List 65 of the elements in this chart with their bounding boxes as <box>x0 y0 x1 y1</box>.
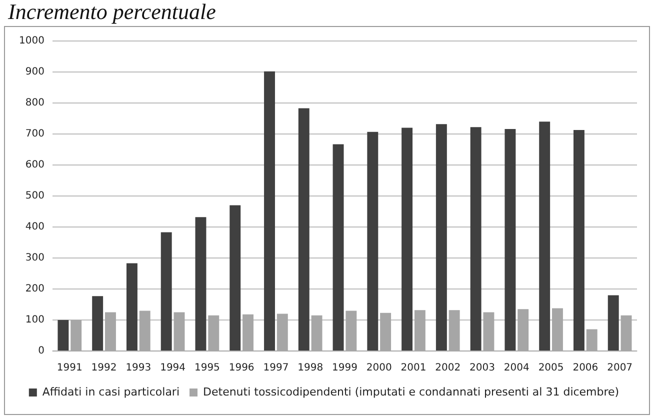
bar <box>208 315 220 350</box>
bar <box>504 129 516 350</box>
bar <box>160 232 172 350</box>
y-tick-label: 1000 <box>18 36 44 47</box>
bar <box>518 309 529 350</box>
bar <box>414 310 426 350</box>
bar <box>552 308 563 350</box>
bar <box>448 310 460 350</box>
bar <box>483 312 494 350</box>
x-tick-label: 2002 <box>435 362 461 374</box>
bar <box>586 329 598 350</box>
bar <box>311 315 322 350</box>
x-tick-label: 1993 <box>126 362 152 374</box>
y-tick-label: 0 <box>38 346 44 357</box>
bar <box>332 144 344 350</box>
y-tick-label: 900 <box>25 66 44 78</box>
x-tick-label: 1995 <box>194 362 220 374</box>
bar <box>380 312 392 350</box>
x-tick-label: 2001 <box>400 362 426 374</box>
bar <box>470 127 482 350</box>
bar <box>230 205 241 350</box>
bar <box>92 296 104 350</box>
bar <box>436 124 447 350</box>
bar <box>174 312 185 350</box>
x-tick-label: 1994 <box>160 362 186 374</box>
x-tick-label: 2000 <box>366 362 392 374</box>
x-tick-label: 1999 <box>332 362 358 374</box>
bar <box>402 128 413 350</box>
y-tick-label: 500 <box>25 190 44 202</box>
x-tick-label: 1992 <box>91 362 117 374</box>
bar <box>58 320 69 350</box>
bar <box>298 108 310 350</box>
legend-label: Affidati in casi particolari <box>42 385 180 398</box>
bar <box>139 310 150 350</box>
bar <box>242 314 254 350</box>
x-tick-label: 1997 <box>263 362 289 374</box>
x-tick-label: 1991 <box>56 362 82 374</box>
bar <box>608 295 619 350</box>
bar <box>264 71 275 350</box>
x-tick-label: 2003 <box>470 362 495 374</box>
y-tick-label: 300 <box>25 252 44 264</box>
y-tick-label: 700 <box>25 128 44 140</box>
y-tick-label: 100 <box>25 314 44 326</box>
x-tick-label: 2004 <box>504 362 530 374</box>
y-tick-label: 800 <box>25 98 44 109</box>
bar <box>276 314 288 350</box>
y-tick-label: 600 <box>25 160 44 171</box>
y-tick-label: 200 <box>25 284 44 295</box>
bar <box>70 320 82 350</box>
x-tick-label: 1996 <box>228 362 254 374</box>
bar <box>367 132 378 350</box>
bar <box>620 315 632 350</box>
bar <box>346 310 357 350</box>
x-tick-label: 1998 <box>298 362 324 374</box>
x-tick-label: 2007 <box>607 362 633 374</box>
bar <box>573 130 584 350</box>
bar <box>539 122 550 350</box>
legend-label: Detenuti tossicodipendenti (imputati e condannati presenti al 31 dicembre) <box>203 385 620 398</box>
bar <box>104 312 116 350</box>
bar <box>195 217 206 350</box>
bar <box>126 263 138 350</box>
chart-title: Incremento percentuale <box>8 0 217 24</box>
y-tick-label: 400 <box>25 222 44 233</box>
x-tick-label: 2005 <box>538 362 564 374</box>
x-tick-label: 2006 <box>572 362 598 374</box>
